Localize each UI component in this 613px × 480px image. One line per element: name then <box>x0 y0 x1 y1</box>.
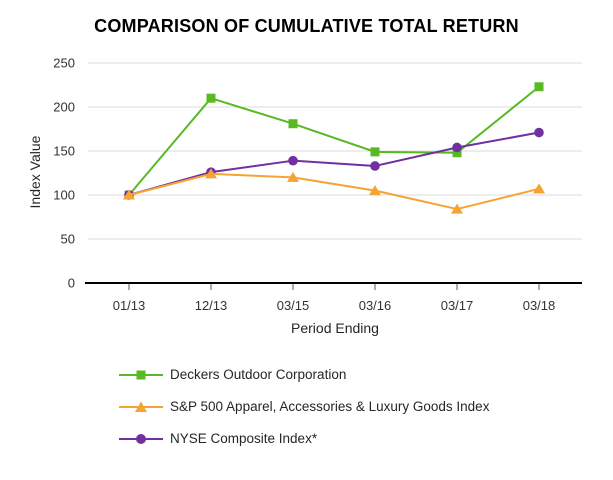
legend-swatch-orange-triangle <box>119 401 163 412</box>
series-square <box>124 82 544 200</box>
y-axis-title: Index Value <box>27 135 43 208</box>
svg-text:250: 250 <box>53 56 75 71</box>
svg-text:03/15: 03/15 <box>277 298 310 313</box>
x-axis-ticks-and-labels: 01/13 12/13 03/15 03/16 03/17 03/18 <box>113 284 556 313</box>
legend-label-deckers: Deckers Outdoor Corporation <box>170 367 347 382</box>
x-axis-title: Period Ending <box>291 320 379 336</box>
svg-text:12/13: 12/13 <box>195 298 228 313</box>
svg-text:0: 0 <box>68 276 75 291</box>
triangle-marker-icon <box>135 401 147 412</box>
svg-text:01/13: 01/13 <box>113 298 146 313</box>
axis-titles: Period Ending Index Value <box>27 135 379 336</box>
legend-item-sp500-apparel: S&P 500 Apparel, Accessories & Luxury Go… <box>118 393 489 420</box>
svg-text:100: 100 <box>53 188 75 203</box>
y-axis-labels: 0 50 100 150 200 250 <box>53 56 75 291</box>
square-marker-icon <box>136 370 146 379</box>
svg-text:03/17: 03/17 <box>441 298 474 313</box>
svg-text:150: 150 <box>53 144 75 159</box>
chart-title: COMPARISON OF CUMULATIVE TOTAL RETURN <box>94 16 519 36</box>
svg-text:200: 200 <box>53 100 75 115</box>
legend-item-deckers: Deckers Outdoor Corporation <box>118 361 489 388</box>
legend-label-nyse-composite: NYSE Composite Index* <box>170 431 318 446</box>
line-chart-plot-area: 01/13 12/13 03/15 03/16 03/17 03/18 0 50 100 150 2… <box>27 56 582 336</box>
legend-swatch-green-square <box>119 370 163 379</box>
svg-text:03/16: 03/16 <box>359 298 392 313</box>
series-triangle <box>123 168 545 214</box>
legend-item-nyse-composite: NYSE Composite Index* <box>118 425 489 452</box>
legend-swatch-purple-circle <box>119 433 163 444</box>
svg-text:03/18: 03/18 <box>523 298 556 313</box>
legend-label-sp500-apparel: S&P 500 Apparel, Accessories & Luxury Go… <box>170 399 490 414</box>
svg-text:50: 50 <box>61 232 75 247</box>
gridlines <box>88 62 582 240</box>
chart-legend: Deckers Outdoor Corporation S&P 500 Appa… <box>118 361 489 457</box>
circle-marker-icon <box>136 433 146 444</box>
